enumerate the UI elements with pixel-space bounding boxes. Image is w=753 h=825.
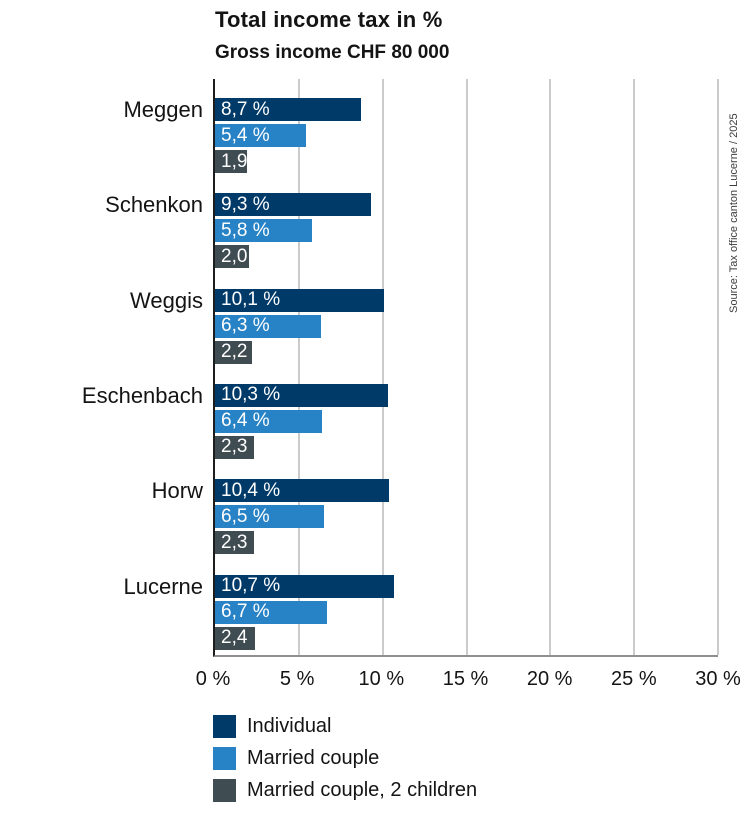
category-label-weggis: Weggis — [130, 287, 203, 313]
bar-schenkon-individual: 9,3 % — [215, 193, 371, 217]
bar-value-label: 10,7 % — [221, 575, 281, 596]
bar-lucerne-married-couple: 6,7 % — [215, 600, 328, 624]
bar-value-label: 6,7 % — [221, 601, 270, 622]
bar-schenkon-married-couple-2-children: 2,0 — [215, 245, 249, 269]
bar-horw-married-couple-2-children: 2,3 — [215, 531, 254, 555]
bar-group-weggis: 10,1 % 6,3 % 2,2 — [215, 288, 718, 367]
legend-swatch — [213, 715, 236, 738]
bar-meggen-married-couple-2-children: 1,9 — [215, 150, 247, 173]
bar-value-label: 10,3 % — [221, 384, 281, 406]
legend: Individual Married couple Married couple, … — [213, 715, 477, 811]
category-label-horw: Horw — [151, 478, 203, 504]
bar-value-label: 10,4 % — [221, 479, 281, 501]
bar-horw-individual: 10,4 % — [215, 479, 390, 503]
bar-value-label: 2,3 — [221, 436, 248, 458]
bar-eschenbach-married-couple: 6,4 % — [215, 409, 323, 433]
bar-weggis-married-couple-2-children: 2,2 — [215, 340, 252, 364]
legend-item-individual: Individual — [213, 715, 477, 738]
plot-area: 8,7 % 5,4 % 1,9 9,3 % 5,8 % 2,0 10,1 % 6,3 % 2,2… — [213, 79, 719, 657]
category-label-eschenbach: Eschenbach — [81, 382, 203, 408]
x-tick-label-20: 20 % — [526, 668, 573, 690]
gridline-20 — [549, 79, 552, 655]
category-label-lucerne: Lucerne — [123, 573, 203, 599]
bar-value-label: 6,5 % — [221, 505, 270, 527]
bar-lucerne-married-couple-2-children: 2,4 — [215, 626, 256, 650]
bar-value-label: 2,4 — [221, 627, 248, 648]
bar-group-meggen: 8,7 % 5,4 % 1,9 — [215, 98, 718, 176]
bar-horw-married-couple: 6,5 % — [215, 505, 324, 529]
category-label-schenkon: Schenkon — [105, 192, 203, 218]
bar-meggen-married-couple: 5,4 % — [215, 124, 306, 147]
legend-label: Married couple, 2 children — [247, 779, 478, 801]
legend-item-married-couple-2-children: Married couple, 2 children — [213, 779, 477, 802]
bar-weggis-married-couple: 6,3 % — [215, 314, 321, 338]
bar-value-label: 5,8 % — [221, 219, 270, 241]
bar-lucerne-individual: 10,7 % — [215, 574, 395, 598]
bar-eschenbach-married-couple-2-children: 2,3 — [215, 435, 254, 459]
gridline-15 — [465, 79, 468, 655]
bar-weggis-individual: 10,1 % — [215, 288, 385, 312]
x-tick-label-0: 0 % — [195, 668, 231, 690]
bar-value-label: 8,7 % — [221, 98, 270, 120]
x-tick-label-25: 25 % — [611, 668, 657, 690]
bar-group-lucerne: 10,7 % 6,7 % 2,4 — [215, 574, 718, 653]
chart-title: Total income tax in % — [215, 7, 443, 32]
legend-label: Individual — [247, 715, 332, 737]
bar-value-label: 2,0 — [221, 245, 248, 267]
bar-group-schenkon: 9,3 % 5,8 % 2,0 — [215, 193, 718, 271]
x-tick-label-15: 15 % — [442, 668, 489, 690]
gridline-30 — [717, 79, 719, 655]
bar-value-label: 6,3 % — [221, 315, 270, 337]
legend-swatch — [213, 747, 236, 770]
bar-group-horw: 10,4 % 6,5 % 2,3 — [215, 479, 718, 557]
bar-value-label: 5,4 % — [221, 124, 270, 146]
gridline-25 — [633, 79, 636, 655]
bar-group-eschenbach: 10,3 % 6,4 % 2,3 — [215, 383, 718, 462]
legend-item-married-couple: Married couple — [213, 747, 477, 770]
bar-schenkon-married-couple: 5,8 % — [215, 219, 313, 243]
bar-value-label: 10,1 % — [221, 289, 281, 311]
bar-value-label: 1,9 — [221, 150, 248, 172]
bar-value-label: 2,3 — [221, 531, 248, 553]
x-tick-label-5: 5 % — [279, 668, 315, 690]
x-tick-label-10: 10 % — [358, 668, 405, 690]
bar-meggen-individual: 8,7 % — [215, 98, 361, 121]
gridline-5 — [297, 79, 300, 655]
bar-value-label: 6,4 % — [221, 410, 270, 432]
bar-value-label: 9,3 % — [221, 193, 270, 215]
legend-swatch — [213, 779, 236, 802]
gridline-10 — [381, 79, 384, 655]
bar-value-label: 2,2 — [221, 341, 248, 363]
source-note: Source: Tax office canton Lucerne / 2025 — [728, 113, 740, 313]
category-label-meggen: Meggen — [123, 97, 203, 122]
bar-eschenbach-individual: 10,3 % — [215, 383, 388, 407]
legend-label: Married couple — [247, 747, 380, 769]
chart-subtitle: Gross income CHF 80 000 — [215, 42, 450, 63]
x-tick-label-30: 30 % — [695, 668, 741, 690]
